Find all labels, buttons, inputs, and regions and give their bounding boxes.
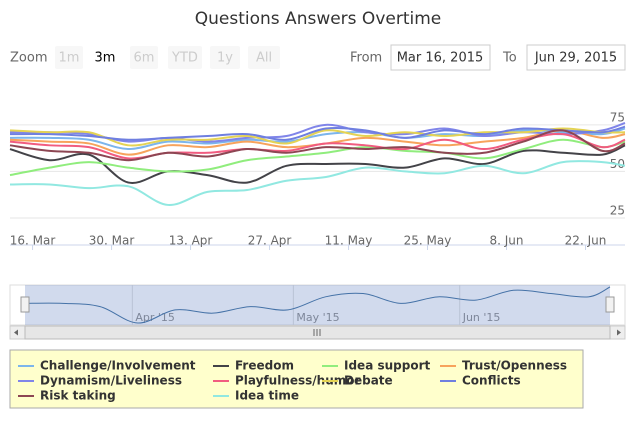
from-label: From (350, 51, 382, 66)
legend-label[interactable]: Playfulness/humor (235, 374, 361, 388)
zoom-button[interactable] (248, 46, 280, 69)
legend-label[interactable]: Conflicts (462, 374, 521, 388)
from-value[interactable]: Mar 16, 2015 (397, 51, 484, 66)
zoom-button-label[interactable]: 6m (134, 51, 155, 66)
zoom-button-label[interactable]: 1y (217, 51, 233, 66)
series-line (9, 129, 626, 162)
series-line (9, 138, 626, 177)
x-tick-label: 13. Apr (169, 234, 213, 248)
from-input[interactable] (390, 44, 491, 71)
scrollbar-grip (313, 329, 321, 336)
to-value[interactable]: Jun 29, 2015 (534, 51, 617, 66)
y-tick-label: 75 (610, 110, 625, 124)
to-input[interactable] (526, 44, 626, 71)
zoom-button-label[interactable]: 1m (59, 51, 80, 66)
navigator-handle[interactable] (605, 296, 615, 313)
zoom-button-label[interactable]: 3m (95, 51, 116, 66)
y-tick-label: 25 (610, 203, 625, 217)
x-tick-label: 11. May (325, 234, 373, 248)
chart-title: Questions Answers Overtime (195, 9, 441, 29)
zoom-button[interactable] (168, 46, 202, 69)
legend-label[interactable]: Debate (344, 374, 393, 388)
legend-label[interactable]: Dynamism/Liveliness (40, 374, 182, 388)
legend-label[interactable]: Idea time (235, 389, 299, 403)
zoom-label: Zoom (10, 51, 47, 66)
legend-label[interactable]: Freedom (235, 359, 294, 373)
zoom-button[interactable] (130, 46, 158, 69)
legend-label[interactable]: Challenge/Involvement (40, 359, 196, 373)
x-tick-label: 22. Jun (565, 234, 607, 248)
navigator-tick-label: May '15 (296, 311, 339, 324)
navigator-tick-label: Jun '15 (462, 311, 501, 324)
legend-label[interactable]: Risk taking (40, 389, 116, 403)
navigator-handle[interactable] (20, 296, 30, 313)
navigator-frame (9, 284, 626, 326)
series-line (9, 127, 626, 147)
navigator-line (24, 286, 611, 324)
x-tick-label: 30. Mar (89, 234, 135, 248)
zoom-button[interactable] (90, 46, 120, 69)
series-line (9, 125, 626, 141)
series-line (9, 144, 626, 184)
to-label: To (502, 51, 517, 66)
x-tick-label: 27. Apr (248, 234, 292, 248)
zoom-button-label[interactable]: All (256, 51, 272, 66)
series-line (9, 160, 626, 206)
navigator-mask (25, 285, 610, 325)
x-tick-label: 8. Jun (490, 234, 524, 248)
x-tick-label: 16. Mar (10, 234, 56, 248)
legend-box (9, 349, 584, 409)
legend-label[interactable]: Trust/Openness (462, 359, 567, 373)
zoom-button[interactable] (210, 46, 240, 69)
x-tick-label: 25. May (404, 234, 452, 248)
zoom-button-label[interactable]: YTD (171, 51, 198, 66)
legend-label[interactable]: Idea support (344, 359, 430, 373)
series-line (9, 122, 626, 143)
zoom-button[interactable] (55, 46, 83, 69)
